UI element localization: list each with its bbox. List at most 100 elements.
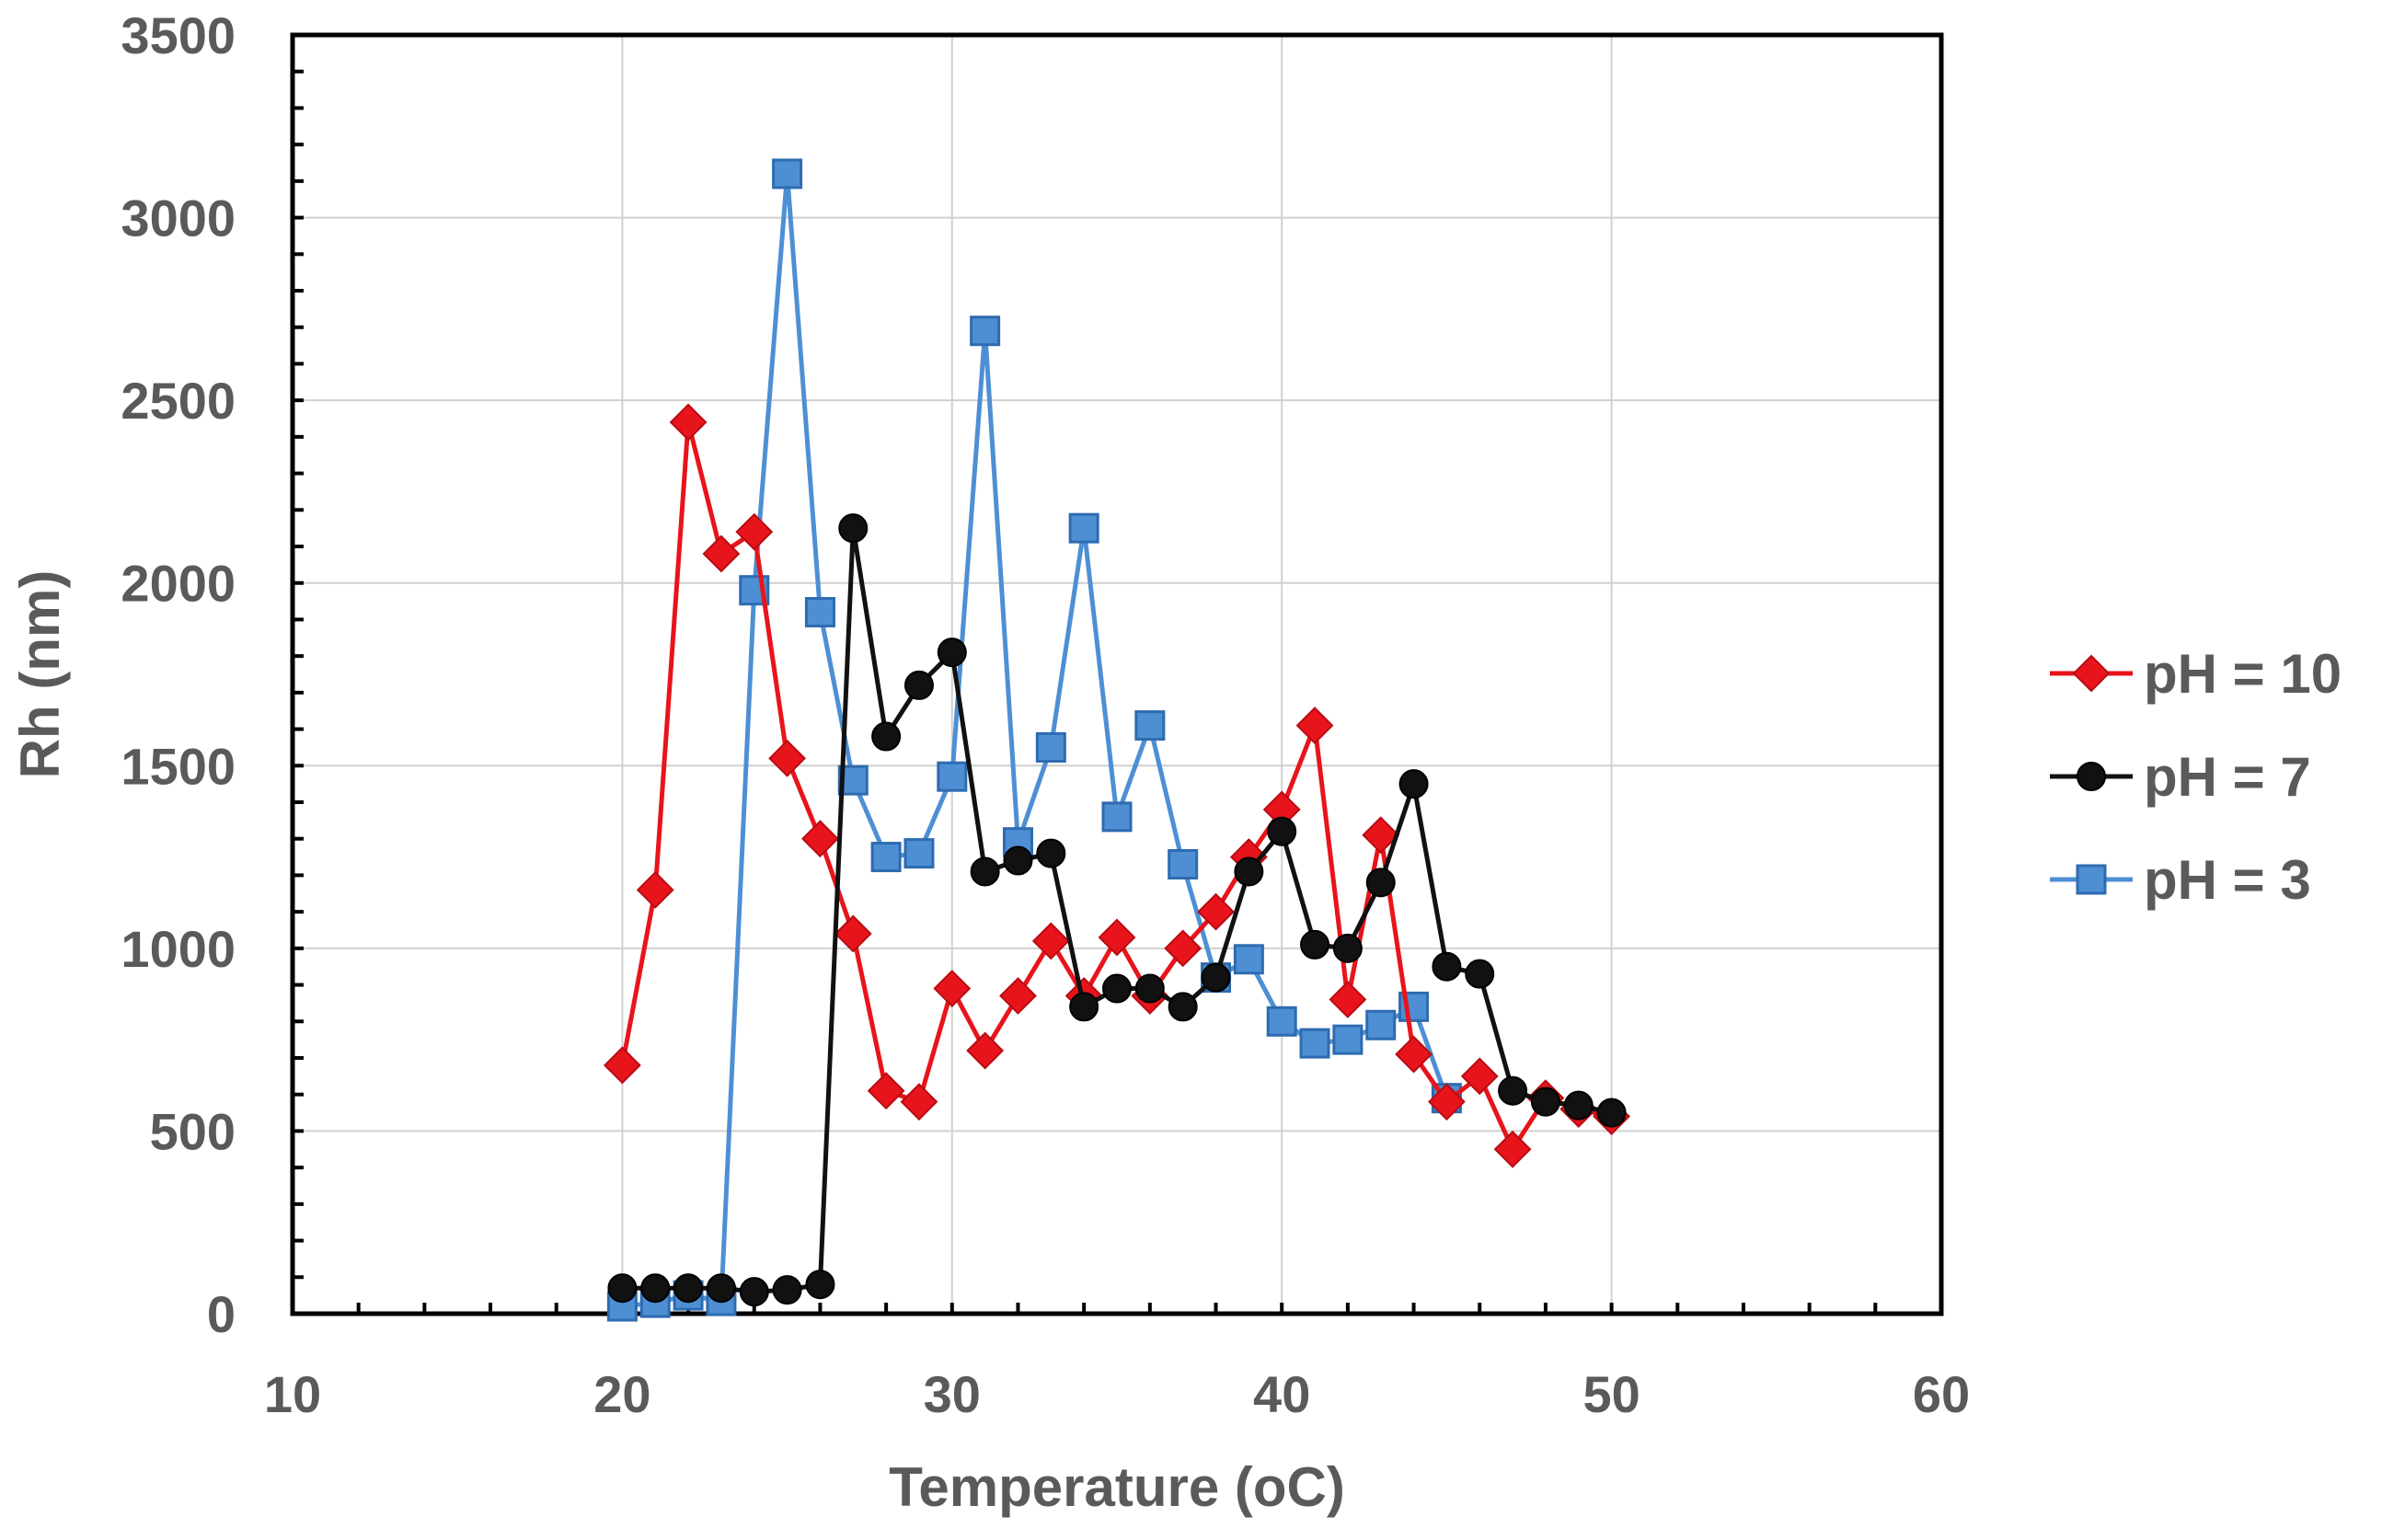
data-point <box>735 512 774 551</box>
legend-marker <box>2072 654 2111 693</box>
data-point <box>1031 922 1070 960</box>
data-point <box>1332 933 1363 963</box>
data-point <box>1164 929 1203 968</box>
grid-lines <box>293 35 1941 1314</box>
y-tick-label: 500 <box>150 1102 236 1160</box>
data-point <box>999 977 1037 1015</box>
y-tick-label: 2500 <box>121 372 236 430</box>
data-point <box>1233 944 1264 975</box>
x-axis-title: Temperature (oC) <box>889 1456 1345 1518</box>
x-tick-label: 40 <box>1253 1365 1310 1423</box>
data-point <box>970 856 1000 887</box>
data-point <box>706 1273 736 1304</box>
data-point <box>1365 868 1396 898</box>
data-point <box>772 1275 802 1305</box>
data-point <box>772 158 803 190</box>
data-point <box>937 638 967 668</box>
data-point <box>1395 1035 1433 1074</box>
data-point <box>871 721 902 752</box>
x-tick-label: 60 <box>1913 1365 1970 1423</box>
data-point <box>1201 962 1231 993</box>
data-point <box>1168 849 1199 880</box>
data-point <box>1432 951 1462 982</box>
data-point <box>607 1273 638 1304</box>
data-point <box>1362 816 1400 855</box>
legend-label: pH = 3 <box>2144 849 2311 911</box>
data-point <box>1098 918 1136 957</box>
y-tick-labels: 0 500 1000 1500 2000 2500 3000 3500 <box>121 6 236 1343</box>
data-point <box>669 403 708 442</box>
plot-area-frame <box>290 32 1944 1316</box>
data-point <box>739 1277 769 1307</box>
data-point <box>903 670 934 700</box>
data-point <box>1234 856 1264 887</box>
data-point <box>1299 1028 1330 1059</box>
data-point <box>937 761 968 792</box>
x-tick-label: 30 <box>924 1365 981 1423</box>
legend-marker <box>2077 762 2106 791</box>
data-point <box>1266 1006 1297 1037</box>
data-point <box>1332 1024 1364 1055</box>
data-point <box>933 970 972 1007</box>
data-point <box>1498 1075 1528 1106</box>
data-point <box>805 1270 835 1300</box>
data-point <box>702 534 741 573</box>
data-point <box>1465 959 1495 989</box>
y-tick-label: 2000 <box>121 555 236 613</box>
y-axis-title: Rh (nm) <box>9 570 71 779</box>
data-point <box>1101 801 1133 833</box>
data-point <box>1168 992 1198 1022</box>
x-tick-labels: 10 20 30 40 50 60 <box>264 1365 1970 1423</box>
data-point <box>1295 707 1334 745</box>
x-tick-label: 50 <box>1582 1365 1640 1423</box>
series-ph-7 <box>607 513 1627 1307</box>
data-point <box>1134 710 1166 741</box>
data-point <box>1493 1130 1532 1168</box>
data-point <box>1134 973 1165 1004</box>
legend-label: pH = 10 <box>2144 643 2342 705</box>
data-point <box>1427 1083 1466 1121</box>
data-point <box>1596 1098 1627 1128</box>
data-point <box>603 1046 641 1085</box>
data-point <box>1460 1057 1499 1096</box>
x-tick-label: 10 <box>264 1365 321 1423</box>
data-point <box>768 739 807 777</box>
data-point <box>640 1273 671 1304</box>
y-tick-label: 1000 <box>121 920 236 978</box>
legend-marker <box>2076 864 2107 895</box>
data-point <box>673 1273 704 1304</box>
data-point <box>870 842 902 873</box>
y-tick-label: 1500 <box>121 737 236 795</box>
legend-label: pH = 7 <box>2144 746 2311 808</box>
data-point <box>1530 1086 1560 1117</box>
data-point <box>970 316 1001 347</box>
data-point <box>838 513 869 544</box>
data-point <box>1267 816 1297 846</box>
data-point <box>1563 1090 1594 1121</box>
data-point <box>801 820 839 858</box>
y-tick-label: 3500 <box>121 6 236 64</box>
data-point <box>1398 769 1429 799</box>
data-point <box>1300 929 1330 960</box>
series-ph-3 <box>606 158 1462 1322</box>
series-line <box>622 171 1449 1309</box>
x-tick-label: 20 <box>593 1365 650 1423</box>
series-layer <box>603 158 1631 1322</box>
data-point <box>1102 973 1132 1004</box>
minor-ticks <box>293 69 1878 1314</box>
legend: pH = 10 pH = 7 pH = 3 <box>2050 643 2342 911</box>
data-point <box>1035 731 1066 763</box>
data-point <box>1197 892 1235 931</box>
series-ph-10 <box>603 403 1631 1168</box>
data-point <box>1365 1009 1397 1040</box>
y-tick-label: 0 <box>207 1285 236 1343</box>
y-tick-label: 3000 <box>121 190 236 247</box>
data-point <box>1068 512 1099 544</box>
data-point <box>804 596 835 627</box>
data-point <box>903 838 935 869</box>
data-point <box>867 1072 905 1110</box>
data-point <box>1003 845 1033 876</box>
data-point <box>1036 838 1066 868</box>
data-point <box>900 1083 938 1121</box>
